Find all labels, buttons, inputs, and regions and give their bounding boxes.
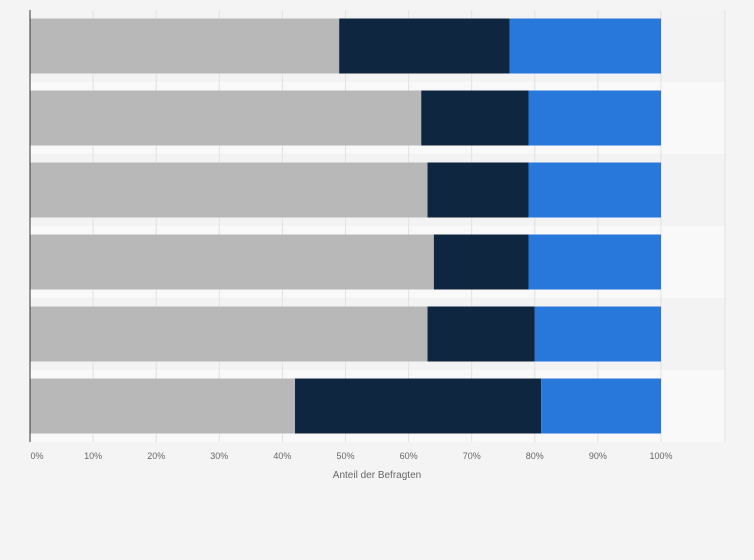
bar-row-5-series-0 <box>30 378 296 434</box>
x-tick-label-10: 100% <box>649 451 672 461</box>
bar-row-4-series-1 <box>427 306 535 362</box>
x-tick-label-4: 40% <box>273 451 291 461</box>
bar-row-0-series-2 <box>509 18 661 74</box>
x-tick-label-8: 80% <box>526 451 544 461</box>
bar-row-5-series-2 <box>541 378 661 434</box>
bar-row-3-series-0 <box>30 234 434 290</box>
x-tick-label-9: 90% <box>589 451 607 461</box>
x-tick-label-5: 50% <box>336 451 354 461</box>
x-tick-label-6: 60% <box>400 451 418 461</box>
x-tick-labels: 0% 10% 20% 30% 40% 50% 60% 70% 80% 90% 100% <box>30 451 672 461</box>
bar-row-0-series-0 <box>30 18 340 74</box>
category-bands <box>30 10 725 442</box>
x-tick-label-3: 30% <box>210 451 228 461</box>
bar-row-3-series-2 <box>528 234 661 290</box>
x-tick-label-0: 0% <box>30 451 43 461</box>
bar-row-4-series-0 <box>30 306 428 362</box>
bar-row-5-series-1 <box>295 378 542 434</box>
bar-row-3-series-1 <box>433 234 529 290</box>
x-tick-label-2: 20% <box>147 451 165 461</box>
x-axis-title: Anteil der Befragten <box>333 470 421 481</box>
bar-marks <box>30 18 661 434</box>
x-tick-label-1: 10% <box>84 451 102 461</box>
bar-row-2-series-0 <box>30 162 428 218</box>
bar-row-1-series-0 <box>30 90 422 146</box>
bar-row-4-series-2 <box>534 306 661 362</box>
gridlines <box>92 10 726 442</box>
bar-row-2-series-1 <box>427 162 529 218</box>
bar-row-2-series-2 <box>528 162 661 218</box>
bar-row-1-series-1 <box>421 90 529 146</box>
bar-row-1-series-2 <box>528 90 661 146</box>
bar-row-0-series-1 <box>339 18 510 74</box>
x-tick-label-7: 70% <box>463 451 481 461</box>
